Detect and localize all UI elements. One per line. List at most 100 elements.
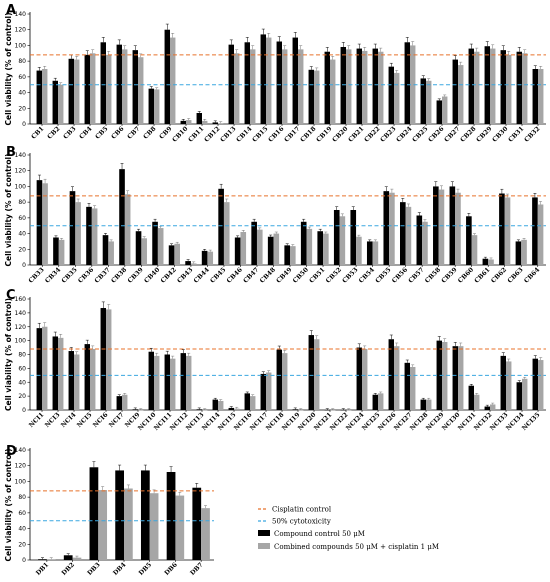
bar-combined (394, 72, 400, 124)
bar-compound (292, 409, 298, 410)
bar-compound (484, 406, 490, 410)
bar-combined (72, 557, 82, 560)
bar-combined (234, 53, 240, 124)
bar-compound (404, 362, 410, 410)
bar-compound (244, 393, 250, 410)
bar-combined (522, 53, 528, 124)
category-label: CB3 (62, 125, 77, 140)
category-label: DB2 (60, 561, 75, 576)
bar-compound (532, 358, 538, 410)
bar-compound (436, 340, 442, 410)
bar-combined (422, 221, 428, 265)
category-label: CB21 (347, 125, 365, 143)
bar-combined (154, 355, 160, 410)
bar-compound (300, 221, 307, 265)
bar-combined (106, 54, 112, 124)
bar-compound (36, 180, 43, 265)
y-tick-label: 0 (22, 262, 26, 269)
panel-letter: C (6, 288, 16, 303)
y-tick-label: 80 (18, 494, 26, 501)
bar-combined (42, 326, 48, 410)
bar-compound (52, 336, 58, 410)
y-tick-label: 60 (18, 365, 26, 372)
category-label: CB18 (299, 125, 317, 143)
bar-compound (317, 231, 324, 265)
bar-combined (124, 194, 131, 265)
category-label: CB39 (127, 266, 145, 284)
bar-compound (116, 44, 122, 125)
y-tick-label: 0 (22, 121, 26, 128)
y-tick-label: 120 (15, 27, 27, 34)
bar-combined (362, 348, 368, 410)
bar-compound (228, 44, 234, 125)
category-label: DB4 (112, 561, 128, 577)
bar-compound (148, 88, 154, 124)
bar-combined (58, 84, 64, 124)
bar-combined (458, 65, 464, 124)
bar-compound (324, 51, 330, 124)
bar-combined (122, 394, 128, 410)
bar-combined (490, 404, 496, 410)
bar-compound (308, 69, 314, 124)
bar-combined (75, 202, 81, 265)
bar-compound (185, 261, 191, 265)
bar-combined (90, 53, 96, 124)
category-label: CB31 (507, 125, 525, 143)
bar-combined (506, 54, 512, 124)
bar-compound (135, 231, 142, 265)
category-label: NCI1 (28, 411, 46, 429)
bar-combined (157, 228, 164, 265)
bar-compound (100, 42, 106, 124)
bar-compound (350, 210, 357, 265)
category-label: CB17 (283, 125, 301, 143)
y-tick-label: 60 (18, 74, 26, 81)
bar-compound (218, 188, 224, 265)
y-tick-label: 120 (15, 463, 27, 470)
category-label: CB25 (411, 125, 429, 143)
bar-combined (306, 228, 313, 265)
bar-combined (346, 49, 352, 124)
bar-compound (140, 470, 150, 560)
category-label: NCI3 (44, 411, 62, 429)
category-label: CB37 (94, 266, 112, 284)
bar-compound (132, 409, 138, 410)
bar-combined (149, 493, 159, 560)
bar-combined (170, 37, 176, 125)
bar-combined (538, 69, 544, 124)
bar-compound (260, 34, 266, 124)
bar-compound (404, 42, 410, 124)
category-label: CB45 (209, 266, 227, 284)
bar-combined (314, 70, 320, 124)
y-tick-label: 0 (22, 407, 26, 414)
bar-combined (474, 51, 480, 124)
category-label: CB29 (475, 125, 493, 143)
bar-compound (372, 48, 378, 125)
bar-compound (201, 250, 208, 265)
bar-compound (420, 399, 426, 410)
category-label: CB44 (193, 266, 212, 285)
bar-combined (106, 309, 112, 410)
bar-combined (378, 393, 384, 410)
y-tick-label: 80 (18, 58, 26, 65)
category-label: CB33 (27, 266, 45, 284)
legend-compound-label: Compound control 50 μM (274, 530, 365, 538)
bar-combined (426, 80, 432, 124)
bar-compound (166, 472, 176, 560)
category-label: CB47 (242, 266, 260, 284)
y-tick-label: 100 (15, 338, 27, 345)
category-label: DB1 (35, 561, 50, 576)
bar-compound (152, 221, 158, 265)
bar-combined (122, 49, 128, 124)
bar-combined (339, 216, 346, 265)
category-label: CB2 (46, 125, 61, 140)
bar-compound (466, 216, 472, 265)
bar-compound (372, 394, 378, 410)
category-label: CB8 (142, 125, 157, 140)
legend-compound-swatch (258, 530, 270, 536)
category-label: CB35 (60, 266, 78, 284)
bar-compound (102, 235, 109, 265)
bar-compound (148, 351, 154, 410)
bar-compound (164, 29, 170, 124)
